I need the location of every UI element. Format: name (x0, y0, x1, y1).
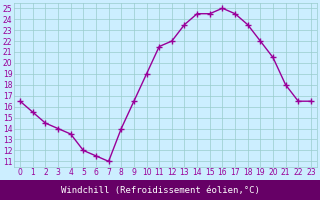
Text: Windchill (Refroidissement éolien,°C): Windchill (Refroidissement éolien,°C) (60, 186, 260, 194)
